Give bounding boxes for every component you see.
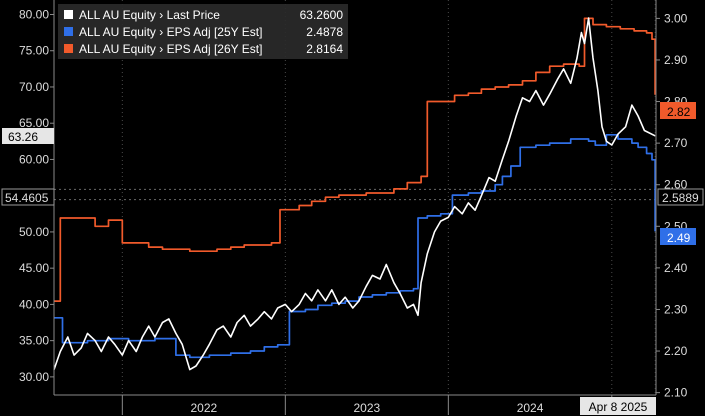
series-eps-25y-line xyxy=(54,133,656,359)
left-tick-label: 75.00 xyxy=(19,44,49,58)
right-reference-badge-label: 2.5889 xyxy=(662,191,699,205)
x-axis: 2022 2023 2024 Apr 8 2025 xyxy=(54,394,656,415)
current-date-badge xyxy=(580,397,656,415)
eps-25y-badge-label: 2.49 xyxy=(667,231,691,245)
right-tick-label: 2.60 xyxy=(664,178,688,192)
right-tick-label: 2.90 xyxy=(664,53,688,67)
legend-swatch-eps-25y xyxy=(64,27,73,36)
legend-entry-last-price: ALL AU Equity › Last Price 63.2600 xyxy=(64,8,343,22)
legend-value-eps-26y: 2.8164 xyxy=(306,42,343,56)
series-layer xyxy=(53,17,656,371)
series-eps-26y-line xyxy=(54,17,656,302)
legend-value-last-price: 63.2600 xyxy=(300,8,344,22)
right-tick-label: 2.40 xyxy=(664,261,688,275)
right-tick-label: 2.20 xyxy=(664,344,688,358)
current-date-label: Apr 8 2025 xyxy=(589,400,648,414)
legend-value-eps-25y: 2.4878 xyxy=(306,25,343,39)
right-tick-label: 2.70 xyxy=(664,136,688,150)
eps-25y-badge xyxy=(660,228,696,245)
series-last-price-line xyxy=(53,17,656,371)
x-tick-label: 2024 xyxy=(517,401,544,415)
left-tick-label: 60.00 xyxy=(19,152,49,166)
left-tick-label: 45.00 xyxy=(19,261,49,275)
left-tick-label: 65.00 xyxy=(19,116,49,130)
left-reference-badge-label: 54.4605 xyxy=(5,191,49,205)
left-tick-label: 80.00 xyxy=(19,7,49,21)
legend-entry-eps-26y: ALL AU Equity › EPS Adj [26Y Est] 2.8164 xyxy=(64,42,343,56)
last-price-badge xyxy=(2,128,54,144)
axis-badges: 63.26 54.4605 2.5889 2.82 2.49 xyxy=(1,102,704,245)
left-tick-label: 35.00 xyxy=(19,334,49,348)
legend-label-last-price: ALL AU Equity › Last Price xyxy=(79,8,220,22)
legend-label-eps-25y: ALL AU Equity › EPS Adj [25Y Est] xyxy=(79,25,262,39)
left-tick-label: 70.00 xyxy=(19,80,49,94)
x-tick-label: 2022 xyxy=(190,401,217,415)
right-tick-label: 3.00 xyxy=(664,11,688,25)
legend-swatch-eps-26y xyxy=(64,44,73,53)
right-reference-badge xyxy=(657,188,704,206)
right-tick-label: 2.10 xyxy=(664,386,688,400)
right-tick-label: 2.30 xyxy=(664,302,688,316)
eps-26y-badge xyxy=(660,102,696,119)
legend: ALL AU Equity › Last Price 63.2600 ALL A… xyxy=(58,4,348,59)
last-price-badge-label: 63.26 xyxy=(8,130,38,144)
chart-grid xyxy=(54,0,656,395)
x-tick-label: 2023 xyxy=(353,401,380,415)
legend-entry-eps-25y: ALL AU Equity › EPS Adj [25Y Est] 2.4878 xyxy=(64,25,343,39)
left-reference-badge xyxy=(1,188,55,206)
left-tick-label: 50.00 xyxy=(19,225,49,239)
legend-swatch-last-price xyxy=(64,10,73,19)
left-tick-label: 30.00 xyxy=(19,370,49,384)
legend-label-eps-26y: ALL AU Equity › EPS Adj [26Y Est] xyxy=(79,42,262,56)
eps-26y-badge-label: 2.82 xyxy=(667,105,691,119)
left-tick-label: 40.00 xyxy=(19,297,49,311)
